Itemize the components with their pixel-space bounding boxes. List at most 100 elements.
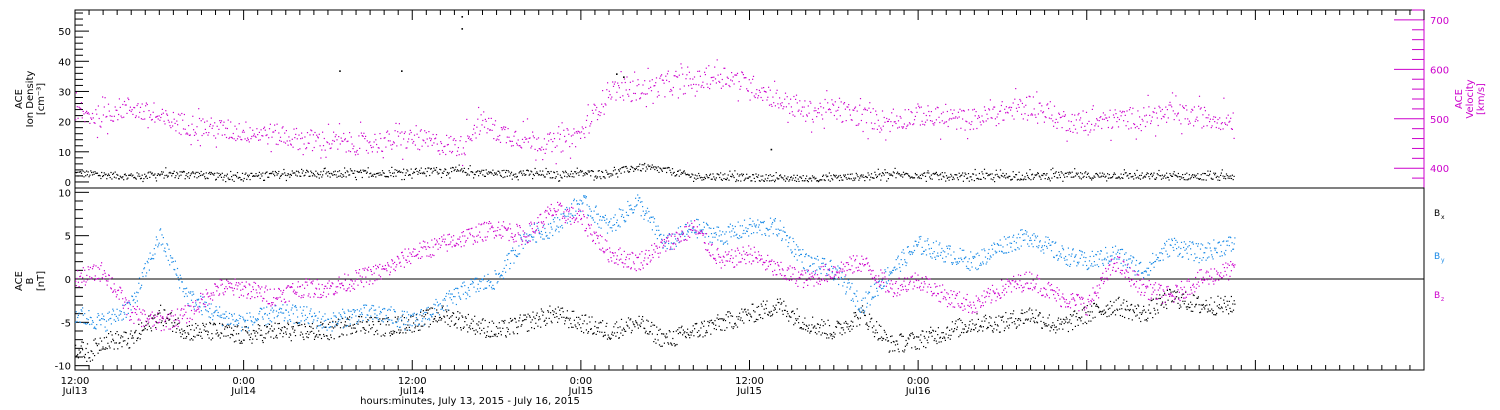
data-point (209, 323, 212, 325)
data-point (962, 109, 964, 112)
data-point (711, 178, 713, 180)
data-point (173, 268, 175, 271)
data-point (398, 318, 400, 320)
data-point (575, 131, 577, 133)
data-point (168, 248, 170, 250)
data-point (858, 179, 860, 181)
data-point (145, 176, 147, 178)
data-point (345, 151, 347, 153)
data-point (271, 321, 273, 323)
data-point (417, 148, 419, 150)
data-point (627, 170, 629, 172)
data-point (411, 331, 413, 333)
data-point (171, 175, 173, 177)
data-point (170, 172, 172, 174)
data-point (655, 167, 658, 169)
data-point (195, 323, 197, 325)
data-point (1022, 312, 1024, 315)
data-point (284, 142, 287, 144)
data-point (479, 172, 481, 174)
data-point (666, 79, 668, 81)
data-point (1050, 169, 1052, 171)
data-point (574, 132, 576, 134)
data-point (593, 103, 595, 105)
data-point (392, 172, 394, 174)
data-point (156, 174, 158, 176)
data-point (993, 328, 995, 330)
data-point (864, 314, 866, 317)
data-point (580, 169, 582, 172)
data-point (864, 107, 866, 109)
data-point (117, 319, 120, 321)
data-point (1071, 171, 1073, 173)
data-point (752, 303, 754, 305)
data-point (604, 103, 606, 105)
data-point (461, 168, 463, 170)
data-point (488, 335, 490, 337)
data-point (961, 322, 963, 324)
data-point (884, 121, 886, 123)
data-point (652, 167, 654, 169)
data-point (92, 353, 94, 355)
data-point (1139, 178, 1142, 180)
data-point (881, 110, 884, 112)
data-point (1012, 102, 1014, 104)
data-point (145, 102, 147, 104)
data-point (1096, 119, 1099, 121)
density-axis-label: ACE (14, 89, 25, 109)
data-point (353, 145, 355, 147)
data-point (103, 315, 105, 317)
data-point (215, 306, 217, 308)
data-point (528, 174, 530, 176)
data-point (111, 334, 113, 336)
data-point (458, 154, 460, 156)
data-point (290, 174, 292, 176)
data-point (289, 176, 291, 178)
data-point (147, 127, 149, 129)
data-point (121, 177, 123, 179)
data-point (1220, 172, 1222, 174)
data-point (118, 98, 120, 100)
data-point (374, 313, 376, 315)
data-point (862, 130, 864, 133)
data-point (1005, 312, 1007, 314)
data-point (877, 168, 879, 170)
data-point (682, 329, 684, 331)
data-point (882, 125, 884, 127)
data-point (947, 337, 949, 339)
data-point (364, 138, 366, 140)
data-point (696, 331, 698, 333)
data-point (619, 168, 621, 170)
data-point (120, 311, 122, 313)
data-point (986, 328, 988, 330)
data-point (1186, 308, 1188, 310)
data-point (756, 89, 758, 91)
data-point (499, 327, 501, 329)
data-point (129, 109, 131, 111)
data-point (848, 326, 850, 328)
data-point (996, 324, 998, 326)
data-point (946, 177, 948, 179)
data-point (162, 171, 164, 173)
data-point (827, 179, 830, 181)
data-point (638, 315, 640, 317)
data-point (269, 123, 271, 125)
data-point (981, 171, 983, 173)
data-point (360, 132, 362, 134)
data-point (1053, 329, 1055, 331)
data-point (666, 167, 669, 169)
data-point (346, 334, 348, 336)
data-point (349, 323, 351, 325)
data-point (175, 273, 177, 275)
data-point (115, 177, 117, 179)
data-point (140, 286, 142, 289)
data-point (215, 137, 217, 139)
data-point (1054, 172, 1056, 174)
data-point (252, 175, 255, 177)
data-point (736, 179, 738, 181)
data-point (1088, 314, 1091, 316)
data-point (702, 81, 704, 83)
data-point (524, 174, 526, 176)
data-point (1152, 298, 1154, 300)
